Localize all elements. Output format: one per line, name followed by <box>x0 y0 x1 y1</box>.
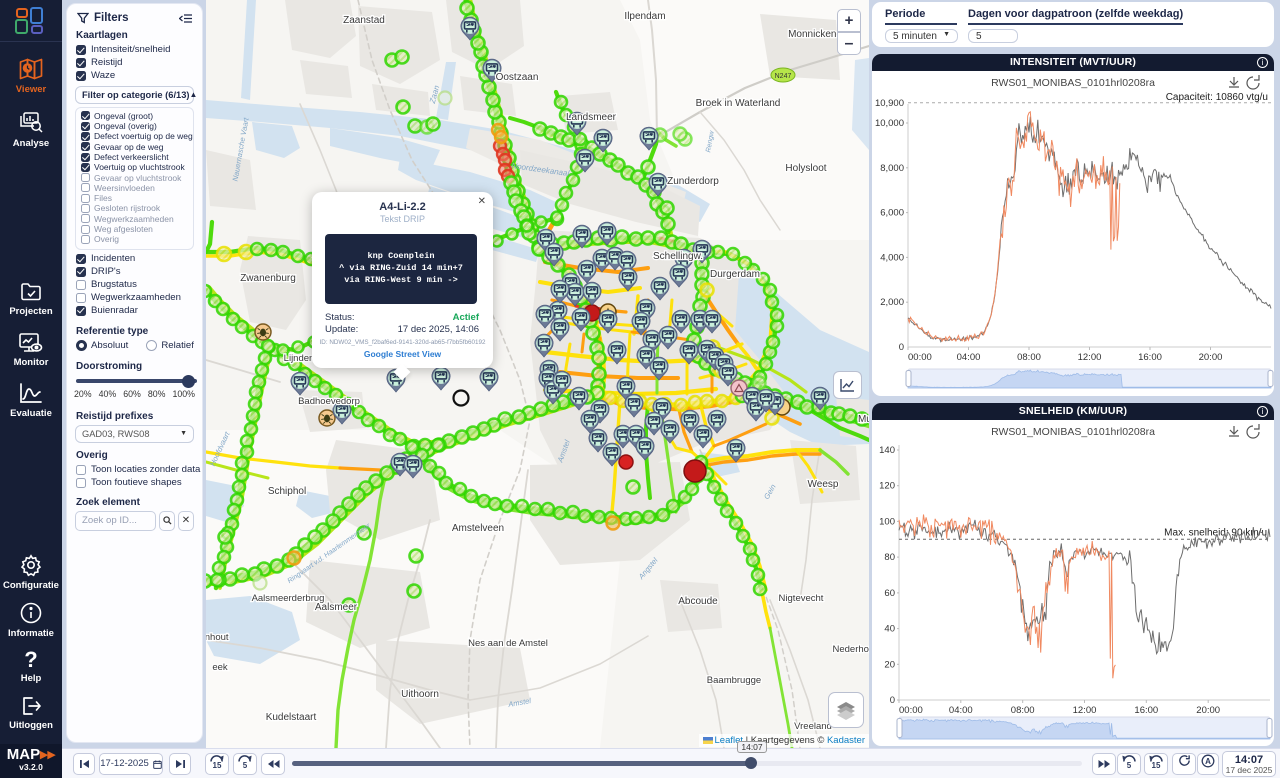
svg-text:Kudelstaart: Kudelstaart <box>266 712 317 723</box>
svg-text:Schiphol: Schiphol <box>268 486 306 497</box>
svg-text:16:00: 16:00 <box>1134 705 1158 716</box>
svg-text:12:00: 12:00 <box>1078 352 1102 363</box>
svg-text:04:00: 04:00 <box>957 352 981 363</box>
svg-text:eek: eek <box>212 662 228 673</box>
svg-text:8,000: 8,000 <box>880 163 904 174</box>
svg-text:Capaciteit: 10860 vtg/u: Capaciteit: 10860 vtg/u <box>1166 92 1268 103</box>
svg-text:N247: N247 <box>775 73 792 80</box>
svg-text:RWS01_MONIBAS_0101hrl0208ra: RWS01_MONIBAS_0101hrl0208ra <box>991 77 1155 89</box>
svg-text:20:00: 20:00 <box>1199 352 1223 363</box>
svg-text:04:00: 04:00 <box>949 705 973 716</box>
svg-text:Ilpendam: Ilpendam <box>624 11 665 22</box>
svg-text:Badhoevedorp: Badhoevedorp <box>298 396 360 407</box>
svg-text:80: 80 <box>884 552 895 563</box>
svg-text:Aalsmeer: Aalsmeer <box>315 602 358 613</box>
svg-text:Nigtevecht: Nigtevecht <box>779 593 824 604</box>
svg-text:Zunderdorp: Zunderdorp <box>667 176 719 187</box>
svg-text:Baambrugge: Baambrugge <box>707 675 761 686</box>
svg-text:100: 100 <box>879 516 895 527</box>
svg-text:Amstelveen: Amstelveen <box>452 523 504 534</box>
svg-text:08:00: 08:00 <box>1011 705 1035 716</box>
svg-text:Durgerdam: Durgerdam <box>710 269 760 280</box>
svg-text:Holysloot: Holysloot <box>785 163 826 174</box>
svg-text:10,000: 10,000 <box>875 118 904 129</box>
svg-text:Amstel: Amstel <box>507 696 532 709</box>
svg-text:Zwanenburg: Zwanenburg <box>240 273 296 284</box>
svg-text:Rengw: Rengw <box>705 129 716 153</box>
svg-text:4,000: 4,000 <box>880 252 904 263</box>
svg-text:Max. snelheid: 90 km/u: Max. snelheid: 90 km/u <box>1164 527 1267 538</box>
svg-text:40: 40 <box>884 624 895 635</box>
svg-text:60: 60 <box>884 588 895 599</box>
svg-text:Nederhorst: Nederhorst <box>833 644 870 655</box>
svg-text:Mui: Mui <box>858 414 869 425</box>
svg-text:08:00: 08:00 <box>1017 352 1041 363</box>
svg-text:2,000: 2,000 <box>880 297 904 308</box>
svg-text:140: 140 <box>879 445 895 456</box>
svg-text:5: 5 <box>243 760 248 768</box>
svg-text:Broek in Waterland: Broek in Waterland <box>696 98 781 109</box>
svg-text:0: 0 <box>899 342 904 353</box>
svg-text:6,000: 6,000 <box>880 208 904 219</box>
svg-text:Vreeland: Vreeland <box>794 721 832 732</box>
svg-text:15: 15 <box>213 760 222 768</box>
svg-text:Schellingw.: Schellingw. <box>653 251 703 262</box>
svg-text:enhout: enhout <box>206 632 229 643</box>
svg-text:0: 0 <box>890 695 895 706</box>
svg-text:RWS01_MONIBAS_0101hrl0208ra: RWS01_MONIBAS_0101hrl0208ra <box>991 426 1155 438</box>
svg-text:5: 5 <box>1127 760 1132 768</box>
svg-text:A: A <box>1205 757 1211 766</box>
svg-text:Nes aan de Amstel: Nes aan de Amstel <box>468 638 548 649</box>
svg-text:Abcoude: Abcoude <box>678 596 718 607</box>
svg-text:10,900: 10,900 <box>875 98 904 109</box>
svg-text:Weesp: Weesp <box>808 479 839 490</box>
svg-text:20:00: 20:00 <box>1196 705 1220 716</box>
svg-text:00:00: 00:00 <box>908 352 932 363</box>
svg-text:Oostzaan: Oostzaan <box>496 72 539 83</box>
svg-text:Lijnden: Lijnden <box>284 353 315 364</box>
svg-text:12:00: 12:00 <box>1073 705 1097 716</box>
svg-text:Landsmeer: Landsmeer <box>566 112 617 123</box>
svg-text:15: 15 <box>1152 760 1161 768</box>
svg-text:20: 20 <box>884 659 895 670</box>
svg-text:Zaanstad: Zaanstad <box>343 15 385 26</box>
svg-text:Aalsmeerderbrug: Aalsmeerderbrug <box>252 593 325 604</box>
svg-text:00:00: 00:00 <box>899 705 923 716</box>
svg-text:120: 120 <box>879 481 895 492</box>
svg-text:16:00: 16:00 <box>1138 352 1162 363</box>
svg-text:Uithoorn: Uithoorn <box>401 689 439 700</box>
